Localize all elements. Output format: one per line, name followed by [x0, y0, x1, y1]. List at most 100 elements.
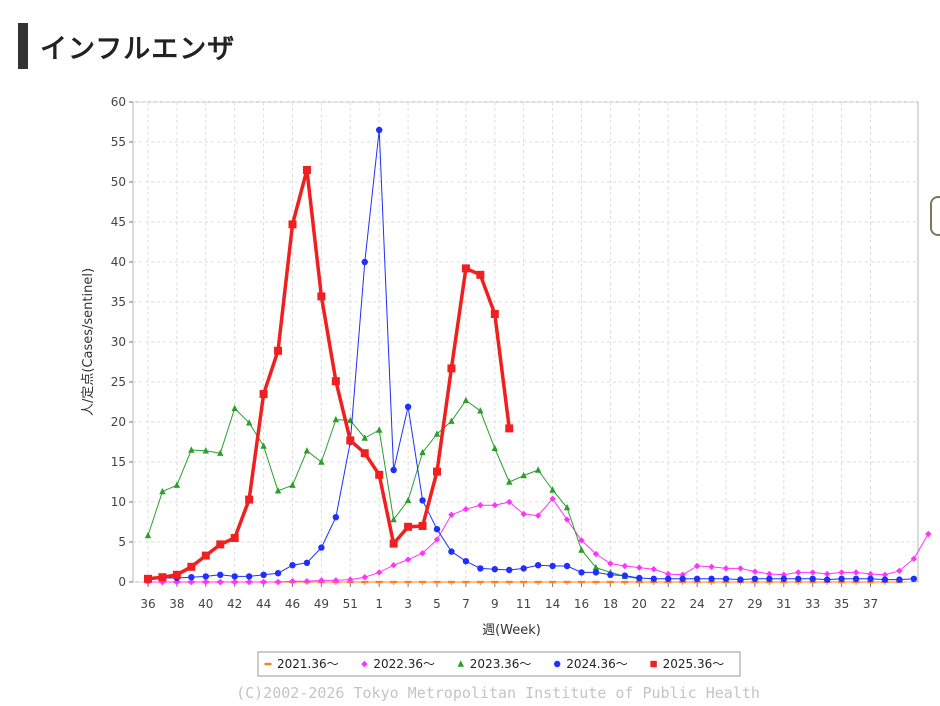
data-point — [303, 559, 311, 566]
data-point — [896, 576, 903, 583]
x-tick-label: 16 — [574, 597, 589, 611]
data-point — [765, 580, 773, 584]
data-point — [592, 580, 600, 584]
data-point — [188, 574, 195, 581]
data-point — [708, 575, 715, 582]
data-point — [780, 571, 787, 578]
data-point — [202, 578, 209, 586]
data-point — [317, 292, 326, 301]
data-point — [433, 580, 441, 584]
x-tick-label: 51 — [343, 597, 358, 611]
data-point — [838, 569, 845, 576]
x-tick-label: 1 — [375, 597, 383, 611]
data-point — [447, 364, 456, 373]
data-point — [606, 580, 614, 584]
data-point — [448, 511, 455, 518]
data-point — [506, 566, 513, 574]
data-point — [722, 565, 730, 572]
data-point — [809, 569, 816, 576]
data-point — [318, 577, 325, 584]
data-point — [289, 481, 296, 488]
data-point — [549, 562, 556, 570]
legend-label: 2022.36〜 — [373, 657, 435, 671]
data-point — [274, 570, 282, 577]
data-point — [520, 471, 527, 479]
data-point — [823, 576, 831, 583]
data-point — [477, 407, 484, 414]
side-scroll-tab[interactable] — [930, 196, 940, 236]
data-point — [390, 580, 398, 584]
copyright-text: (C)2002-2026 Tokyo Metropolitan Institut… — [236, 684, 760, 702]
data-point — [158, 573, 167, 582]
data-point — [563, 516, 571, 523]
data-point — [506, 478, 513, 485]
data-point — [376, 426, 383, 433]
data-point — [361, 574, 368, 581]
x-axis-ticks: 36 38 40 42 44 46 49 51 1 3 5 7 9 11 14 16 18 20 22 24 27 29 3… — [140, 582, 886, 611]
legend-marker — [650, 660, 657, 668]
data-point — [795, 569, 802, 576]
data-point — [289, 562, 296, 569]
data-point — [172, 570, 181, 579]
x-tick-label: 11 — [516, 597, 531, 611]
data-point — [751, 568, 759, 575]
legend-item: 2025.36〜 — [650, 657, 724, 671]
data-point — [693, 575, 701, 582]
data-point — [419, 580, 427, 584]
legend-marker — [457, 660, 464, 667]
data-point — [462, 396, 470, 404]
data-point — [419, 497, 426, 504]
data-point — [563, 562, 571, 570]
data-point — [433, 526, 441, 533]
x-tick-label: 44 — [256, 597, 271, 611]
legend-item: 2021.36〜 — [264, 657, 339, 671]
data-point — [838, 575, 845, 582]
data-point — [823, 570, 831, 578]
data-point — [650, 566, 657, 573]
data-point — [360, 449, 369, 458]
data-point — [780, 580, 788, 584]
data-point — [217, 571, 224, 578]
data-point — [737, 565, 744, 572]
data-point — [910, 555, 918, 562]
data-point — [766, 570, 773, 578]
y-tick-label: 40 — [111, 255, 126, 269]
legend-item: 2023.36〜 — [457, 657, 531, 671]
data-point — [230, 534, 239, 542]
data-point — [563, 580, 571, 584]
data-point — [462, 506, 470, 513]
data-point — [520, 580, 528, 584]
data-point — [794, 580, 802, 584]
data-point — [665, 570, 672, 578]
x-tick-label: 40 — [198, 597, 213, 611]
data-point — [346, 436, 355, 445]
data-point — [390, 466, 397, 474]
data-point — [491, 502, 498, 509]
data-point — [534, 466, 542, 473]
data-point — [231, 573, 238, 580]
data-point — [621, 572, 629, 579]
data-point — [476, 270, 485, 279]
data-point — [549, 495, 556, 502]
y-tick-label: 5 — [118, 535, 126, 549]
data-point — [217, 449, 224, 456]
data-point — [578, 569, 585, 576]
data-point — [433, 536, 441, 543]
data-point — [751, 575, 759, 582]
x-tick-label: 14 — [545, 597, 560, 611]
y-tick-label: 20 — [111, 415, 126, 429]
data-point — [462, 558, 470, 565]
data-point — [332, 415, 340, 423]
x-tick-label: 9 — [491, 597, 499, 611]
data-point — [491, 444, 498, 452]
data-point — [448, 417, 455, 424]
x-tick-label: 37 — [863, 597, 878, 611]
x-tick-label: 3 — [404, 597, 412, 611]
data-point — [418, 522, 427, 530]
data-point — [679, 571, 686, 578]
x-tick-label: 22 — [661, 597, 676, 611]
data-point — [838, 580, 846, 584]
data-point — [910, 575, 918, 582]
data-point — [361, 580, 369, 584]
data-point — [881, 571, 889, 578]
